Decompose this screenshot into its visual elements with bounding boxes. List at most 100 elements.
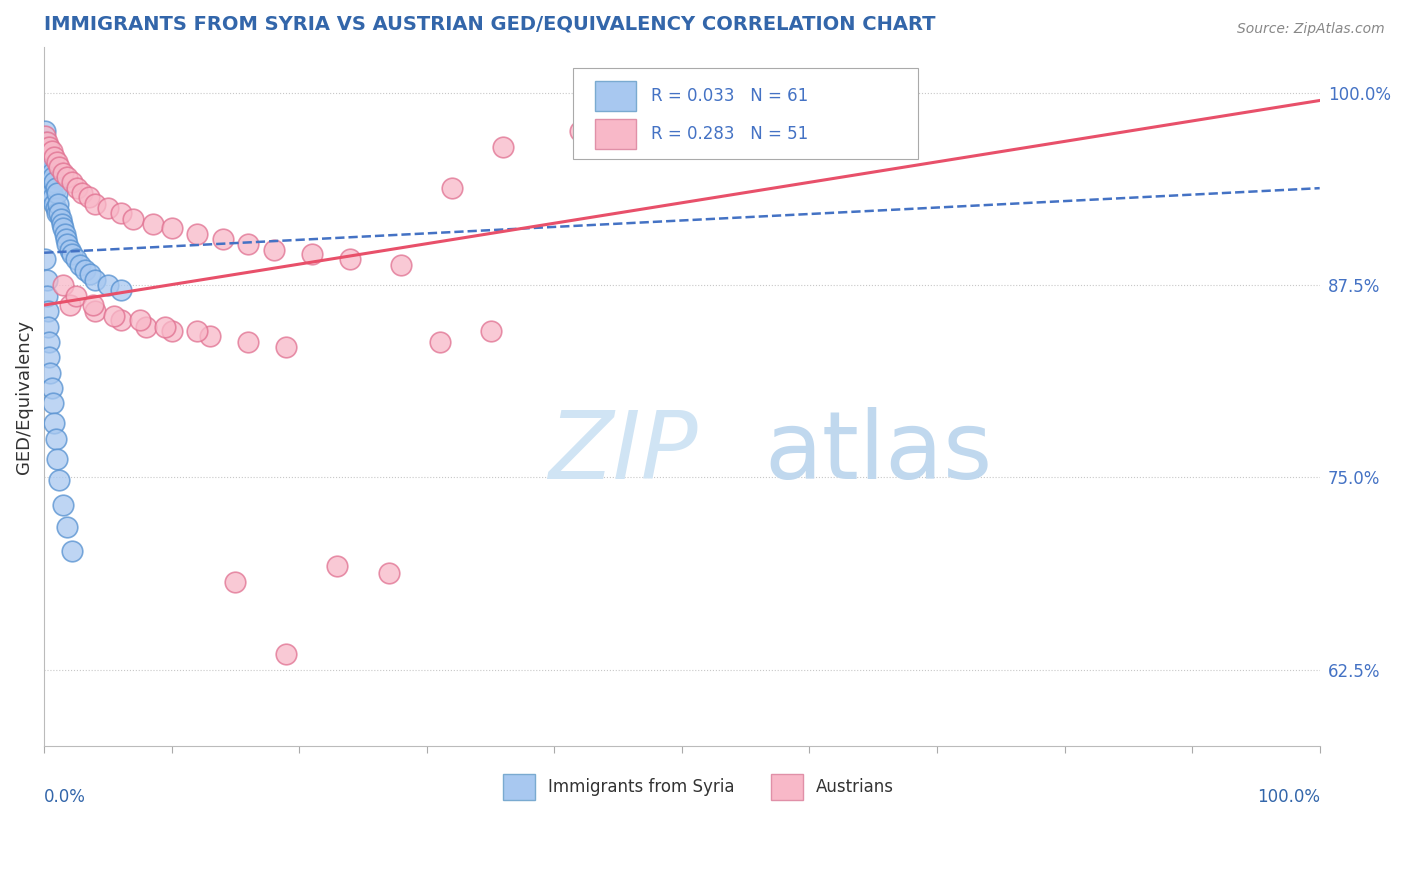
Point bbox=[72, 186, 94, 200]
Point bbox=[326, 559, 349, 574]
Point bbox=[41, 145, 63, 159]
Point bbox=[41, 186, 63, 200]
Point bbox=[35, 135, 58, 149]
Point bbox=[69, 258, 91, 272]
Point bbox=[35, 150, 58, 164]
Point bbox=[73, 262, 96, 277]
Point bbox=[41, 381, 63, 395]
Text: Source: ZipAtlas.com: Source: ZipAtlas.com bbox=[1237, 22, 1385, 37]
Point bbox=[44, 417, 66, 431]
Point bbox=[198, 328, 221, 343]
Point bbox=[276, 647, 298, 661]
Point bbox=[38, 139, 60, 153]
Text: 0.0%: 0.0% bbox=[44, 789, 86, 806]
Point bbox=[128, 313, 150, 327]
Point bbox=[224, 574, 246, 589]
Point bbox=[42, 170, 65, 185]
Point bbox=[37, 139, 59, 153]
Bar bbox=[595, 120, 636, 149]
Point bbox=[38, 334, 60, 349]
Text: atlas: atlas bbox=[765, 407, 993, 499]
Point bbox=[41, 166, 63, 180]
Bar bbox=[595, 81, 636, 111]
Point bbox=[79, 267, 101, 281]
Point bbox=[34, 135, 56, 149]
Point bbox=[186, 227, 208, 242]
Point bbox=[97, 278, 120, 293]
Point bbox=[37, 304, 59, 318]
Point bbox=[65, 289, 87, 303]
Point bbox=[339, 252, 361, 266]
Point bbox=[479, 324, 502, 338]
Point bbox=[46, 196, 69, 211]
Point bbox=[160, 324, 183, 338]
Bar bbox=[503, 773, 536, 800]
Point bbox=[263, 243, 285, 257]
Point bbox=[39, 190, 62, 204]
Point bbox=[51, 217, 73, 231]
Point bbox=[276, 340, 298, 354]
Point bbox=[38, 166, 60, 180]
Point bbox=[492, 139, 515, 153]
Text: ZIP: ZIP bbox=[548, 407, 697, 498]
Point bbox=[60, 175, 83, 189]
Text: 100.0%: 100.0% bbox=[1257, 789, 1320, 806]
Point bbox=[110, 206, 132, 220]
Point bbox=[45, 186, 67, 200]
Point bbox=[82, 298, 104, 312]
Point bbox=[60, 544, 83, 558]
Point bbox=[55, 232, 77, 246]
Point bbox=[37, 181, 59, 195]
Point bbox=[155, 319, 177, 334]
Point bbox=[60, 247, 83, 261]
Point bbox=[110, 313, 132, 327]
Point bbox=[39, 366, 62, 380]
Text: Immigrants from Syria: Immigrants from Syria bbox=[548, 778, 734, 796]
Point bbox=[44, 175, 66, 189]
Point bbox=[48, 474, 70, 488]
Text: R = 0.033   N = 61: R = 0.033 N = 61 bbox=[651, 87, 808, 105]
Point bbox=[52, 166, 75, 180]
Point bbox=[59, 243, 82, 257]
Point bbox=[238, 334, 260, 349]
Point bbox=[122, 211, 145, 226]
Point bbox=[38, 351, 60, 365]
Point bbox=[48, 160, 70, 174]
Point bbox=[39, 175, 62, 189]
Point bbox=[110, 283, 132, 297]
Point bbox=[186, 324, 208, 338]
Point bbox=[211, 232, 233, 246]
Point bbox=[59, 298, 82, 312]
Point bbox=[160, 221, 183, 235]
Point bbox=[44, 196, 66, 211]
Point bbox=[56, 519, 79, 533]
Point bbox=[52, 278, 75, 293]
Point bbox=[45, 201, 67, 215]
Point bbox=[66, 181, 89, 195]
Point bbox=[39, 160, 62, 174]
Bar bbox=[770, 773, 803, 800]
Point bbox=[44, 150, 66, 164]
Point bbox=[141, 217, 163, 231]
Point bbox=[34, 128, 56, 143]
Point bbox=[35, 289, 58, 303]
Point bbox=[34, 124, 56, 138]
Point bbox=[301, 247, 323, 261]
Point bbox=[441, 181, 464, 195]
Point bbox=[645, 113, 668, 128]
Point bbox=[56, 170, 79, 185]
Point bbox=[48, 206, 70, 220]
Point bbox=[97, 201, 120, 215]
Point bbox=[103, 309, 125, 323]
Point bbox=[53, 227, 76, 242]
Point bbox=[38, 150, 60, 164]
Point bbox=[45, 155, 67, 169]
Text: Austrians: Austrians bbox=[815, 778, 894, 796]
Point bbox=[84, 273, 107, 287]
Point bbox=[45, 206, 67, 220]
Point bbox=[429, 334, 451, 349]
Point bbox=[568, 124, 591, 138]
Point bbox=[35, 170, 58, 185]
Point bbox=[45, 432, 67, 446]
Point bbox=[42, 396, 65, 410]
